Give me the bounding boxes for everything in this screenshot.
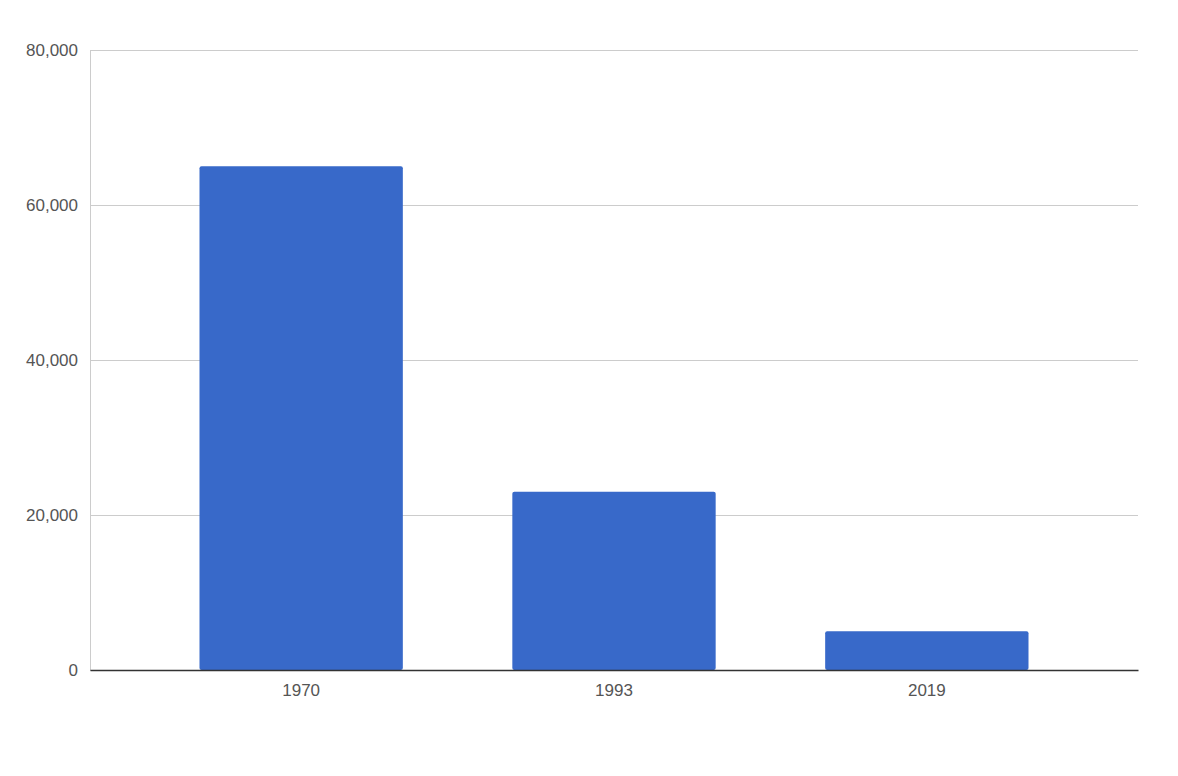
grid-line xyxy=(90,50,1138,51)
y-tick-label: 0 xyxy=(69,661,78,680)
bar xyxy=(825,631,1028,670)
x-tick-label: 1993 xyxy=(595,681,633,700)
x-axis: 1970 1993 2019 xyxy=(91,671,1139,701)
x-tick: 1970 xyxy=(282,681,320,700)
x-tick-label: 2019 xyxy=(908,681,946,700)
x-tick: 2019 xyxy=(908,681,946,700)
y-tick: 80,000 xyxy=(26,41,1138,60)
y-tick: 40,000 xyxy=(26,351,1138,370)
bar xyxy=(512,492,715,670)
y-tick-label: 60,000 xyxy=(26,196,78,215)
y-tick-label: 40,000 xyxy=(26,351,78,370)
bars xyxy=(199,166,1028,670)
bar xyxy=(199,166,402,670)
y-tick-label: 80,000 xyxy=(26,41,78,60)
y-axis: 0 20,000 40,000 60,000 80,000 xyxy=(26,41,1138,680)
y-axis-line xyxy=(91,51,1139,671)
grid-line xyxy=(90,670,1138,671)
x-tick-label: 1970 xyxy=(282,681,320,700)
chart: 0 20,000 40,000 60,000 80,000 1970 1993 2019 xyxy=(0,0,1178,776)
y-tick: 60,000 xyxy=(26,196,1138,215)
x-axis-line xyxy=(91,670,1139,672)
x-tick: 1993 xyxy=(595,681,633,700)
y-tick-label: 20,000 xyxy=(26,506,78,525)
